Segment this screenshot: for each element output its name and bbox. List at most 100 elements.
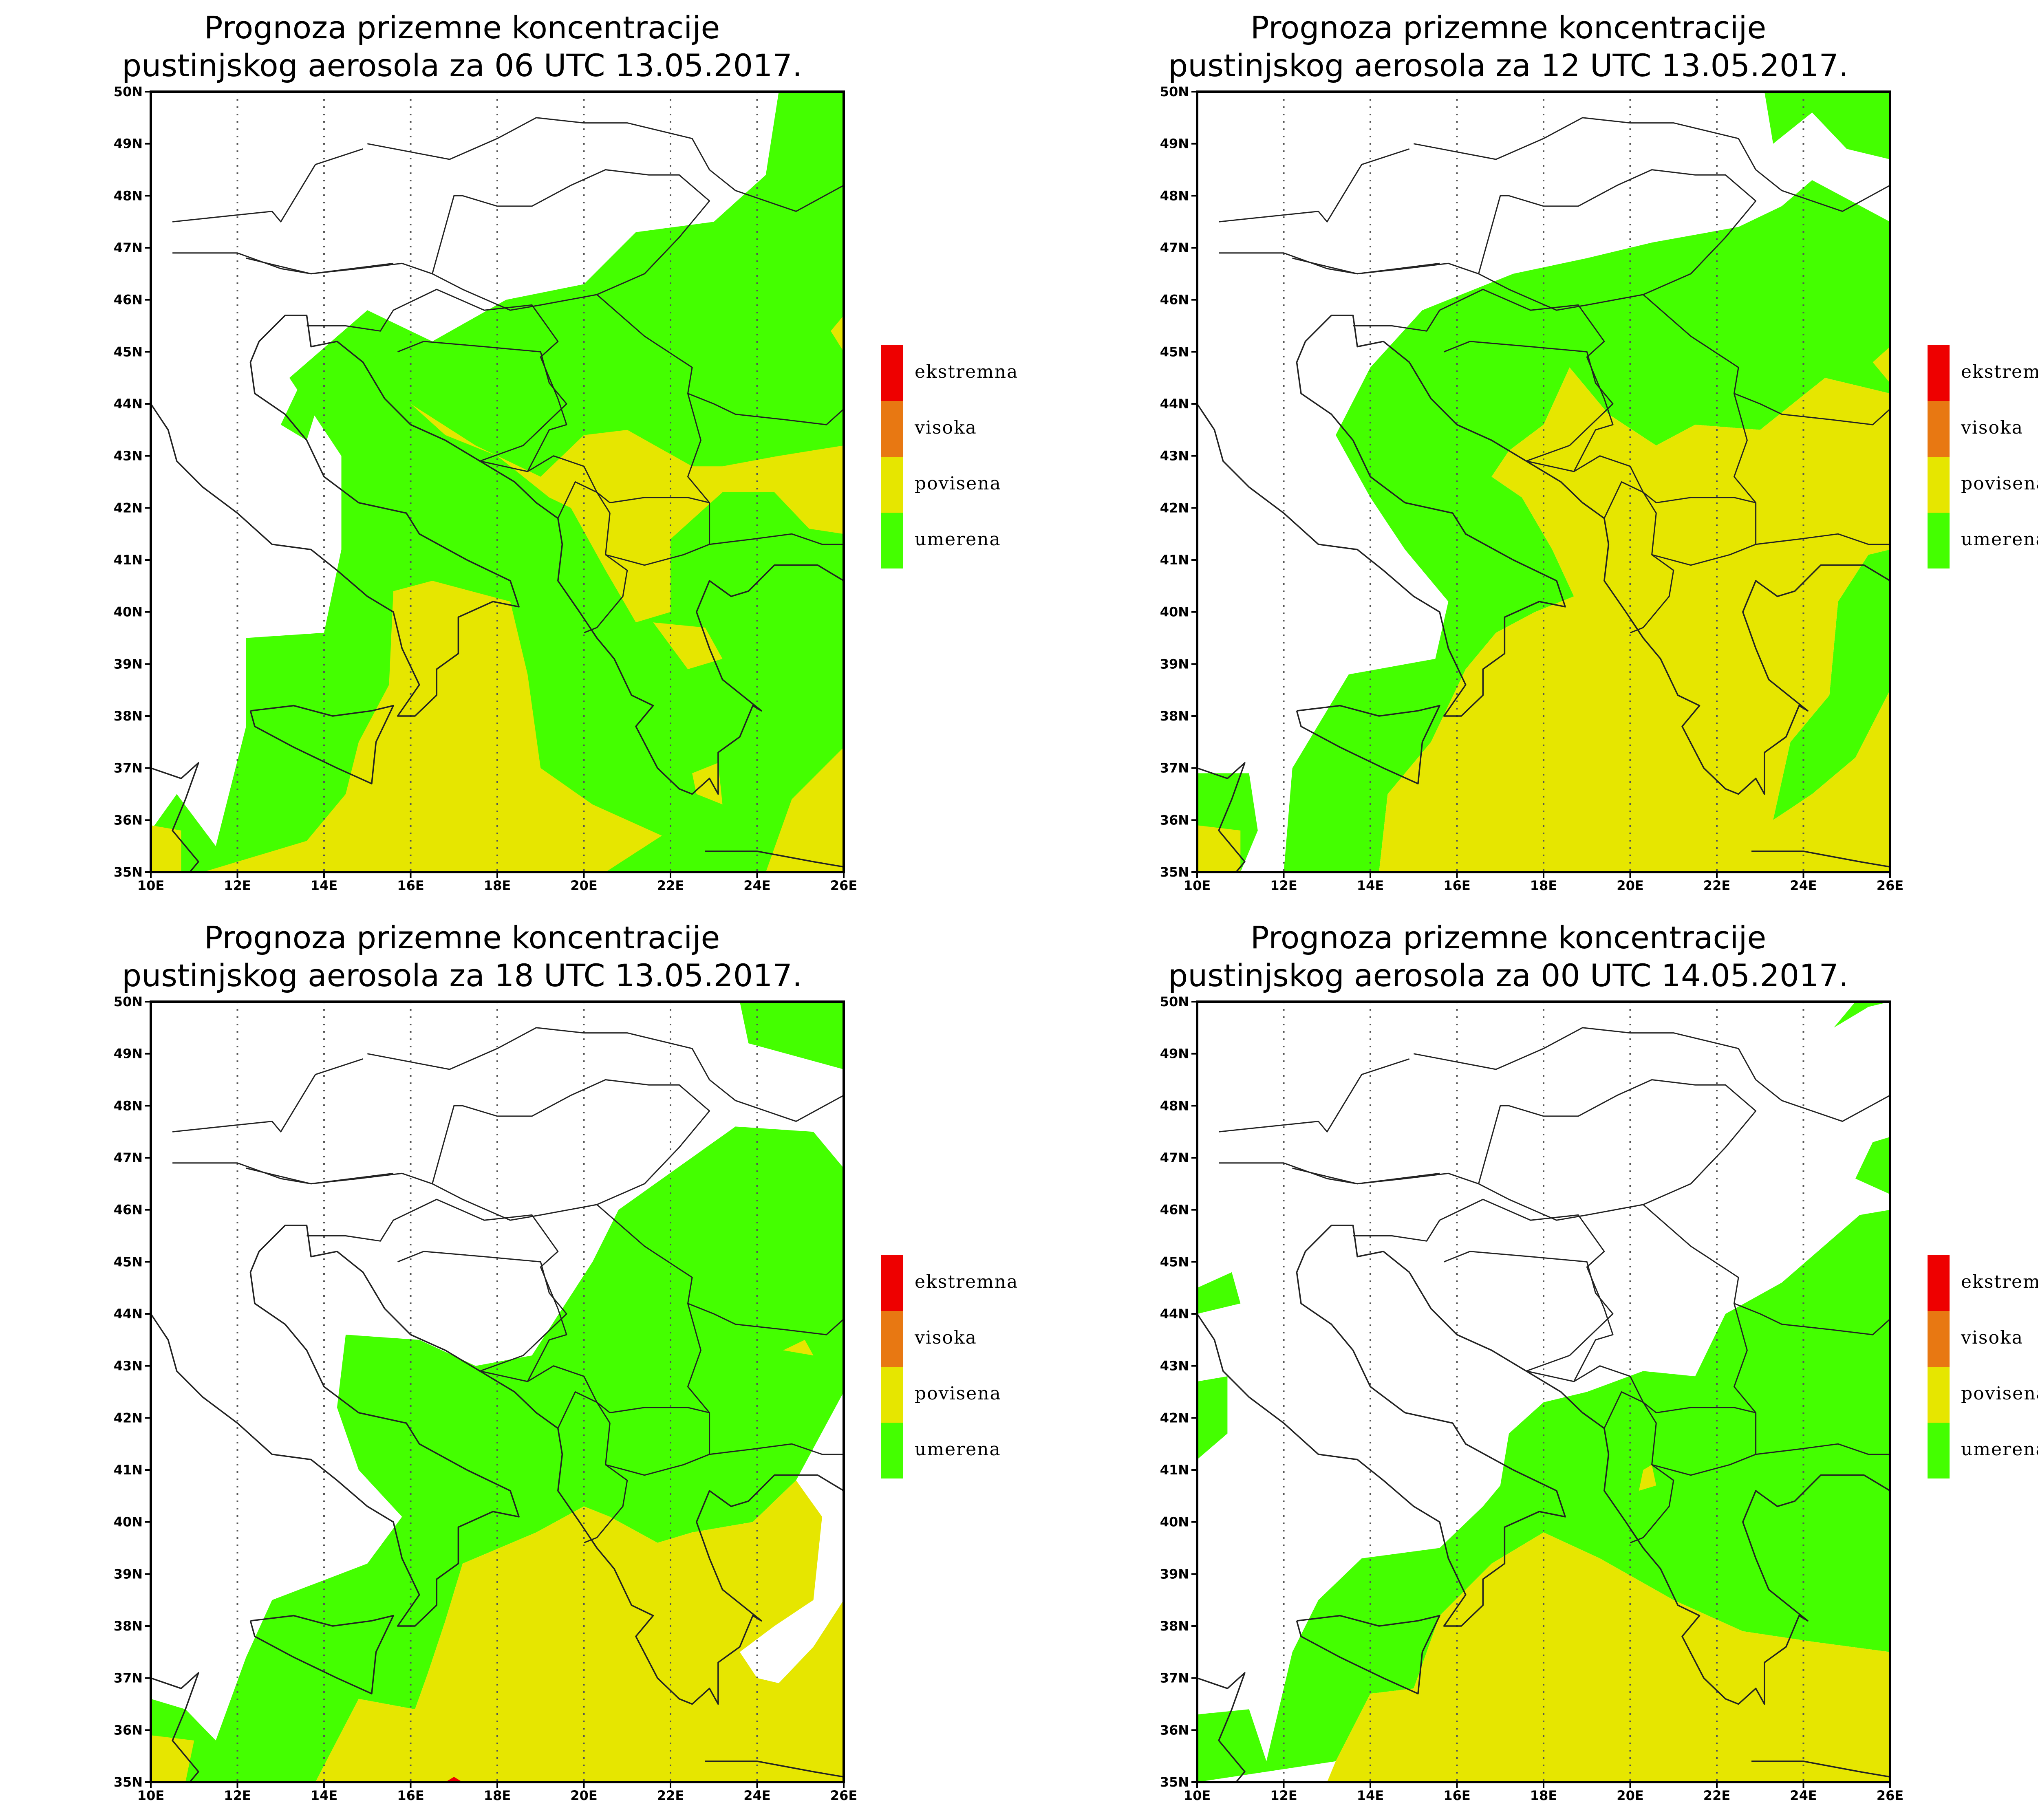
y-tick-label: 42N [1160,1410,1189,1426]
x-tick-label: 22E [1703,1788,1730,1803]
coastline [1197,762,1246,872]
country-border [367,1027,844,1122]
y-tick-label: 49N [1160,136,1189,152]
map-layers [151,1002,844,1782]
legend-label-umerena: umerena [1961,1439,2038,1460]
y-tick-label: 36N [114,812,143,828]
title-line-2: pustinjskog aerosola za 12 UTC 13.05.201… [1168,47,1848,84]
x-tick-label: 20E [1617,878,1643,893]
title-line-2: pustinjskog aerosola za 06 UTC 13.05.201… [122,47,802,84]
zone-umerena [1855,1137,1890,1194]
legend-swatch-ekstremna [1928,345,1950,401]
coastline [249,1615,394,1694]
map-panel-06utc: Prognoza prizemne koncentracije pustinjs… [0,0,1046,910]
y-tick-label: 46N [114,292,143,308]
country-border [1643,294,1890,425]
y-tick-label: 50N [1160,84,1189,99]
zone-umerena [337,331,376,373]
y-tick-label: 36N [1160,812,1189,828]
country-border [527,455,710,504]
y-tick-label: 45N [114,344,143,359]
y-tick-label: 38N [1160,708,1189,724]
title-line-2: pustinjskog aerosola za 00 UTC 14.05.201… [1168,957,1848,994]
map-layers [151,92,844,872]
coastline [1197,315,1890,795]
y-tick-label: 40N [114,604,143,620]
x-tick-label: 10E [137,878,164,893]
y-tick-label: 42N [1160,500,1189,516]
y-tick-label: 44N [114,396,143,412]
map-panel-12utc: Prognoza prizemne koncentracije pustinjs… [1046,0,2038,910]
y-tick-label: 39N [1160,656,1189,672]
panel-title: Prognoza prizemne koncentracije pustinjs… [0,9,985,84]
y-tick-label: 37N [1160,760,1189,776]
map-layers [1197,92,1890,872]
country-border [1444,341,1614,462]
y-tick-label: 49N [114,136,143,152]
y-tick-label: 39N [114,1566,143,1582]
map-panel-00utc: Prognoza prizemne koncentracije pustinjs… [1046,910,2038,1820]
map-canvas: 10E 12E 14E 16E 18E 20E 22E 24E 26E 35N 36N 37N 38N 3… [1160,84,1904,893]
coastline [1751,851,1890,868]
legend-label-povisena: povisena [915,1383,1001,1404]
map-canvas: 10E 12E 14E 16E 18E 20E 22E 24E 26E 35N 36N 37N 38N 3… [114,84,858,893]
x-tick-label: 22E [657,1788,684,1803]
y-tick-label: 44N [1160,1306,1189,1322]
zone-povisena [151,1735,194,1782]
zone-umerena [740,1002,844,1069]
x-tick-label: 18E [1530,878,1557,893]
legend-label-visoka: visoka [915,1327,977,1348]
title-line-2: pustinjskog aerosola za 18 UTC 13.05.201… [122,957,802,994]
y-tick-label: 35N [1160,864,1189,880]
y-tick-label: 36N [1160,1722,1189,1738]
y-tick-label: 42N [114,500,143,516]
y-tick-label: 43N [114,448,143,464]
legend-label-ekstremna: ekstremna [1961,361,2038,382]
legend-swatch-visoka [1928,401,1950,457]
y-tick-label: 35N [1160,1774,1189,1790]
zone-umerena [1773,549,1890,820]
zone-umerena [1833,1002,1890,1028]
y-tick-label: 46N [1160,1202,1189,1218]
y-tick-label: 50N [1160,994,1189,1009]
y-tick-label: 47N [1160,240,1189,256]
legend-label-ekstremna: ekstremna [1961,1271,2038,1292]
map-layers [1197,1002,1890,1782]
y-tick-label: 47N [114,1150,143,1166]
x-tick-label: 14E [1357,1788,1384,1803]
country-border [1218,148,1410,223]
country-border [1292,1168,1440,1185]
y-tick-label: 45N [1160,1254,1189,1269]
title-line-1: Prognoza prizemne koncentracije [204,9,720,46]
y-tick-label: 48N [1160,188,1189,203]
legend-swatch-umerena [881,1423,903,1478]
y-tick-label: 37N [114,1670,143,1686]
x-tick-label: 24E [1790,878,1817,893]
title-line-1: Prognoza prizemne koncentracije [204,919,720,956]
y-tick-label: 44N [1160,396,1189,412]
x-tick-label: 12E [224,1788,251,1803]
y-tick-label: 38N [114,1618,143,1634]
country-border [397,341,567,462]
legend-label-visoka: visoka [1961,1327,2023,1348]
x-tick-label: 26E [1877,878,1903,893]
zone-povisena [653,622,723,670]
x-tick-label: 20E [570,878,597,893]
y-tick-label: 50N [114,994,143,1009]
legend-label-umerena: umerena [1961,529,2038,550]
zone-povisena [1873,346,1890,383]
coastline [705,851,844,868]
country-border [246,1168,394,1185]
x-tick-label: 20E [570,1788,597,1803]
zone-povisena [765,747,844,872]
country-border [1734,393,1890,545]
map-canvas: 10E 12E 14E 16E 18E 20E 22E 24E 26E 35N 36N 37N 38N 3… [1160,994,1904,1803]
y-tick-label: 43N [114,1358,143,1374]
x-tick-label: 16E [1443,1788,1470,1803]
country-border [307,1199,567,1382]
legend-swatch-ekstremna [1928,1255,1950,1311]
country-border [172,1058,364,1133]
country-border [1652,544,1756,566]
legend-swatch-ekstremna [881,345,903,401]
country-border [1444,1251,1614,1372]
